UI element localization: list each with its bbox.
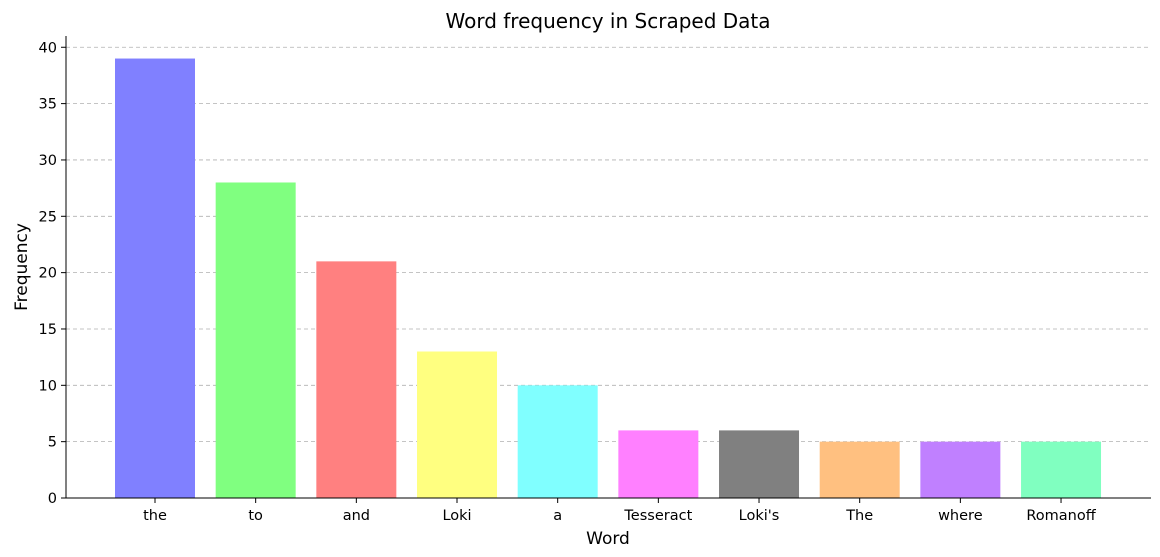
- bar-the: [819, 441, 900, 498]
- x-tick-label: to: [248, 508, 263, 524]
- x-axis-ticks: the to and Loki a Tesseract Loki's The where Roma…: [143, 498, 1097, 524]
- y-tick-label: 25: [39, 209, 57, 225]
- x-tick-label: The: [845, 508, 873, 524]
- x-tick-label: Loki's: [739, 508, 780, 524]
- bars: [115, 58, 1102, 499]
- bar-where: [920, 441, 1001, 498]
- y-tick-label: 35: [39, 97, 57, 113]
- y-axis-label: Frequency: [12, 223, 32, 311]
- y-axis-ticks: 0 5 10 15 20 25 30 35 40: [39, 40, 66, 507]
- x-axis-label: Word: [586, 529, 630, 549]
- y-tick-label: 5: [48, 435, 57, 451]
- x-tick-label: Loki: [442, 508, 471, 524]
- y-gridlines: [66, 46, 1151, 443]
- bar-to: [215, 182, 296, 499]
- bar-and: [316, 261, 397, 498]
- bar-the: [115, 58, 195, 498]
- y-tick-label: 40: [39, 40, 57, 56]
- y-tick-label: 20: [39, 266, 57, 282]
- bar-tesseract: [618, 430, 699, 498]
- x-tick-label: where: [938, 508, 983, 524]
- bar-loki-s: [719, 430, 800, 498]
- x-tick-label: and: [343, 508, 370, 524]
- y-tick-label: 10: [39, 378, 57, 394]
- x-tick-label: Romanoff: [1026, 508, 1096, 524]
- chart-title: Word frequency in Scraped Data: [446, 9, 771, 33]
- y-tick-label: 0: [48, 491, 57, 507]
- x-tick-label: the: [143, 508, 167, 524]
- x-tick-label: Tesseract: [623, 508, 692, 524]
- y-tick-label: 30: [39, 153, 57, 169]
- x-tick-label: a: [553, 508, 562, 524]
- bar-loki: [417, 351, 498, 498]
- bar-a: [517, 385, 598, 498]
- bar-romanoff: [1021, 441, 1102, 498]
- y-tick-label: 15: [39, 322, 57, 338]
